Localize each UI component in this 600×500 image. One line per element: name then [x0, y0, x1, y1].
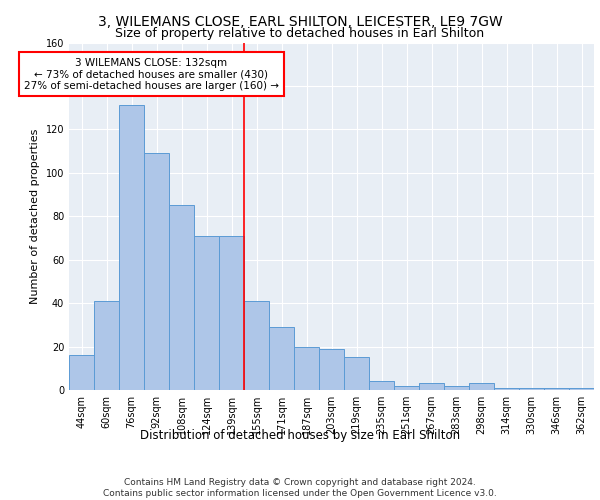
Bar	[169, 206, 194, 390]
Bar	[444, 386, 469, 390]
Bar	[394, 386, 419, 390]
Text: Size of property relative to detached houses in Earl Shilton: Size of property relative to detached ho…	[115, 28, 485, 40]
Text: Contains HM Land Registry data © Crown copyright and database right 2024.
Contai: Contains HM Land Registry data © Crown c…	[103, 478, 497, 498]
Bar	[494, 388, 519, 390]
Text: Distribution of detached houses by size in Earl Shilton: Distribution of detached houses by size …	[140, 430, 460, 442]
Bar	[369, 382, 394, 390]
Text: 3 WILEMANS CLOSE: 132sqm
← 73% of detached houses are smaller (430)
27% of semi-: 3 WILEMANS CLOSE: 132sqm ← 73% of detach…	[24, 58, 279, 91]
Bar	[544, 388, 569, 390]
Bar	[119, 106, 144, 390]
Bar	[344, 358, 369, 390]
Bar	[144, 154, 169, 390]
Bar	[419, 384, 444, 390]
Bar	[69, 355, 94, 390]
Bar	[94, 301, 119, 390]
Bar	[294, 346, 319, 390]
Bar	[319, 348, 344, 390]
Text: 3, WILEMANS CLOSE, EARL SHILTON, LEICESTER, LE9 7GW: 3, WILEMANS CLOSE, EARL SHILTON, LEICEST…	[98, 15, 502, 29]
Bar	[519, 388, 544, 390]
Bar	[269, 327, 294, 390]
Bar	[219, 236, 244, 390]
Bar	[569, 388, 594, 390]
Y-axis label: Number of detached properties: Number of detached properties	[30, 128, 40, 304]
Bar	[469, 384, 494, 390]
Bar	[244, 301, 269, 390]
Bar	[194, 236, 219, 390]
